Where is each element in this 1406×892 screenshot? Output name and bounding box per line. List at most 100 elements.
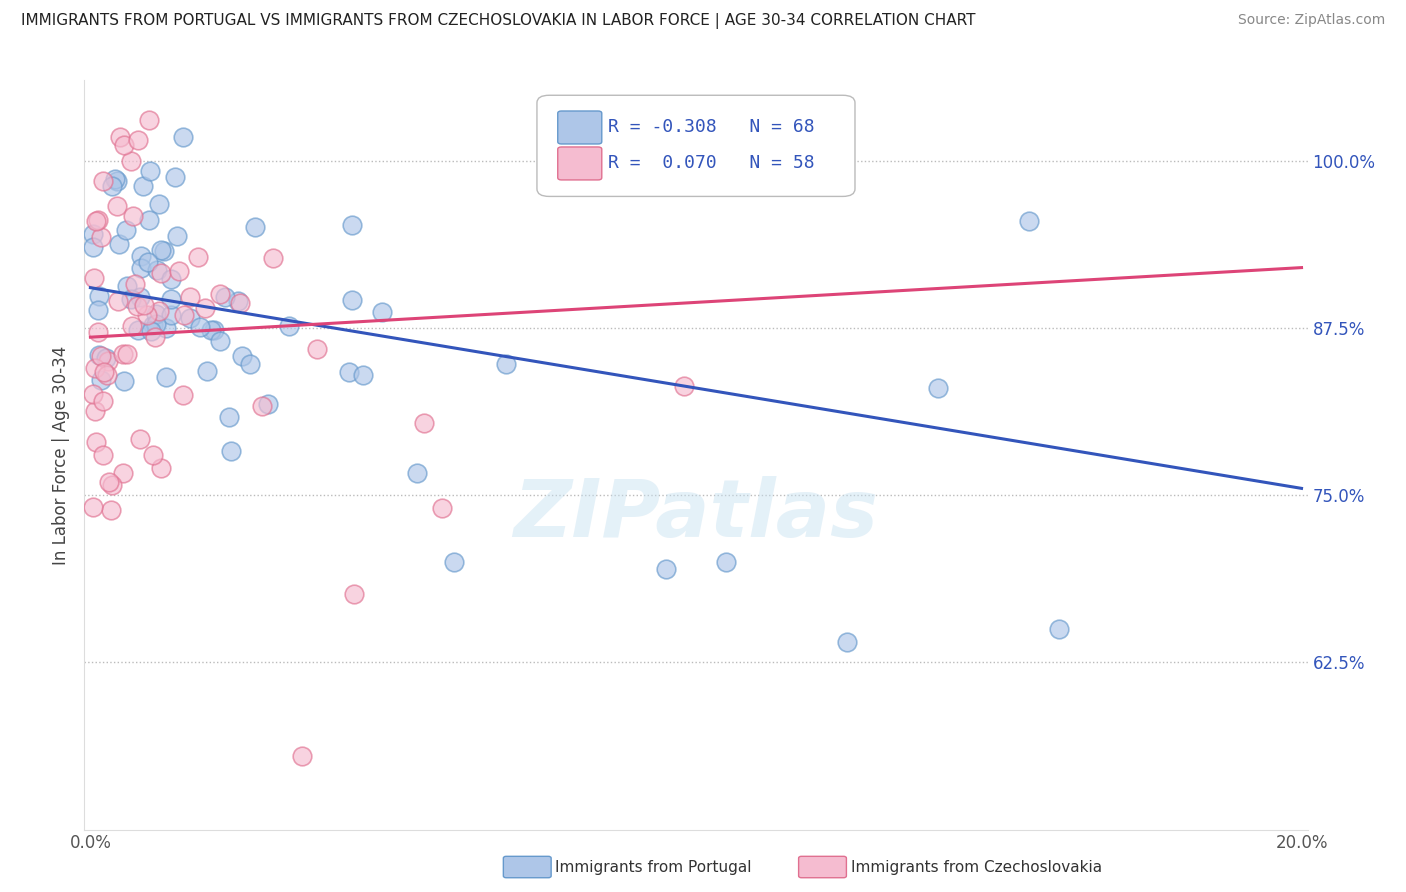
Point <box>231 349 253 363</box>
Point <box>97 354 120 368</box>
Point <box>406 466 429 480</box>
FancyBboxPatch shape <box>537 95 855 196</box>
Point <box>173 308 195 322</box>
Point <box>129 261 152 276</box>
Point <box>413 416 436 430</box>
Point <box>87 289 110 303</box>
Point <box>138 212 160 227</box>
Point <box>82 500 104 515</box>
FancyBboxPatch shape <box>558 147 602 180</box>
Point <box>87 212 110 227</box>
Text: R =  0.070   N = 58: R = 0.070 N = 58 <box>607 154 814 172</box>
Point <box>105 174 128 188</box>
Point <box>172 129 194 144</box>
Point <box>172 388 194 402</box>
Point <box>352 368 374 382</box>
Point <box>127 133 149 147</box>
Point <box>150 243 173 257</box>
Point <box>127 323 149 337</box>
Point <box>143 330 166 344</box>
Point <box>277 319 299 334</box>
Point <box>1018 214 1040 228</box>
Point <box>139 325 162 339</box>
Point <box>100 503 122 517</box>
Point <box>83 271 105 285</box>
Point <box>93 365 115 379</box>
Point <box>87 302 110 317</box>
Point <box>226 293 249 308</box>
Point <box>136 308 159 322</box>
Point <box>132 298 155 312</box>
Point <box>443 555 465 569</box>
Point <box>145 317 167 331</box>
Text: Immigrants from Portugal: Immigrants from Portugal <box>555 860 752 874</box>
Point <box>245 220 267 235</box>
Point <box>96 368 118 382</box>
Point <box>139 164 162 178</box>
Point <box>101 179 124 194</box>
Point <box>371 304 394 318</box>
Point <box>163 169 186 184</box>
Point <box>138 254 160 268</box>
Point <box>257 397 280 411</box>
Point <box>160 309 183 323</box>
Text: R = -0.308   N = 68: R = -0.308 N = 68 <box>607 119 814 136</box>
Point <box>84 435 107 450</box>
Point <box>121 292 143 306</box>
Point <box>108 237 131 252</box>
Point <box>1047 622 1070 636</box>
Point <box>127 299 149 313</box>
Point <box>837 635 859 649</box>
Point <box>128 432 150 446</box>
Point <box>160 293 183 307</box>
Point <box>87 347 110 361</box>
Point <box>155 321 177 335</box>
Text: ZIPatlas: ZIPatlas <box>513 475 879 554</box>
Point <box>167 264 190 278</box>
Point <box>101 477 124 491</box>
Point <box>307 342 329 356</box>
Point <box>149 460 172 475</box>
Point <box>672 379 695 393</box>
Point <box>91 448 114 462</box>
Point <box>129 249 152 263</box>
Y-axis label: In Labor Force | Age 30-34: In Labor Force | Age 30-34 <box>52 345 70 565</box>
Point <box>84 360 107 375</box>
Point <box>112 138 135 153</box>
Point <box>90 373 112 387</box>
Point <box>187 250 209 264</box>
Point <box>82 227 104 241</box>
Point <box>342 219 364 233</box>
Point <box>124 277 146 292</box>
Point <box>142 318 165 333</box>
Point <box>115 347 138 361</box>
Point <box>262 252 284 266</box>
Point <box>219 444 242 458</box>
Point <box>153 244 176 258</box>
Point <box>91 174 114 188</box>
Point <box>121 209 143 223</box>
Point <box>86 214 108 228</box>
Point <box>142 448 165 462</box>
Point <box>87 325 110 339</box>
Point <box>179 311 201 326</box>
Point <box>111 347 134 361</box>
Point <box>138 113 160 128</box>
Point <box>131 179 153 194</box>
Point <box>129 290 152 304</box>
Point <box>430 501 453 516</box>
Point <box>149 266 172 280</box>
Point <box>179 290 201 304</box>
Point <box>94 351 117 366</box>
Point <box>97 475 120 489</box>
Point <box>83 403 105 417</box>
Point <box>90 230 112 244</box>
Point <box>209 334 232 348</box>
Point <box>104 172 127 186</box>
Point <box>155 370 177 384</box>
Point <box>121 319 143 334</box>
Point <box>91 394 114 409</box>
FancyBboxPatch shape <box>558 111 602 144</box>
Point <box>337 365 360 379</box>
Point <box>145 307 167 321</box>
